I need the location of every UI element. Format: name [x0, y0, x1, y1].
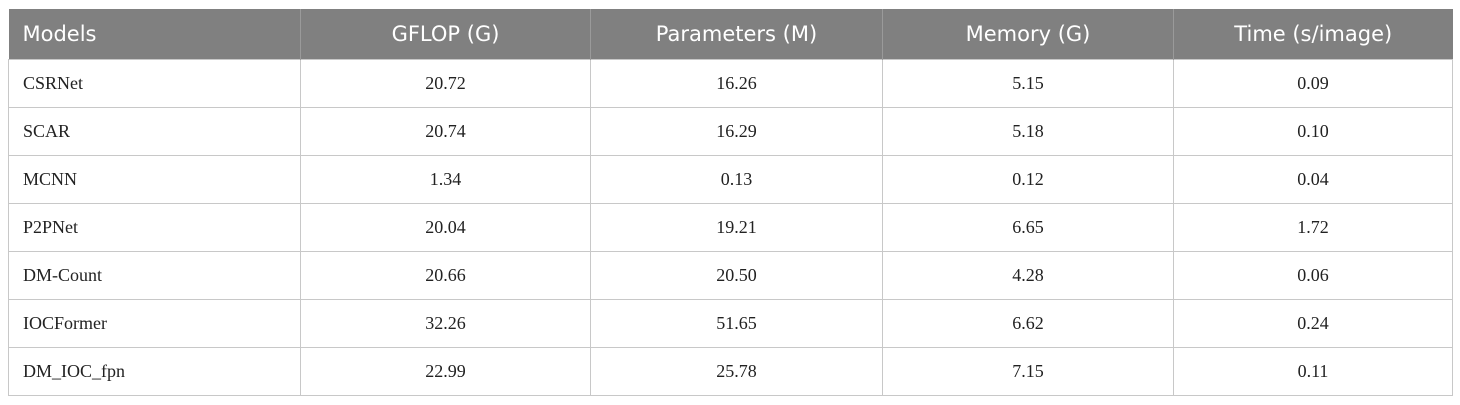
- cell: 22.99: [300, 347, 591, 396]
- cell: 25.78: [590, 347, 883, 396]
- model-name: DM_IOC_fpn: [8, 347, 301, 396]
- header-cell: GFLOP (G): [300, 9, 591, 60]
- header-cell: Memory (G): [882, 9, 1174, 60]
- model-name: CSRNet: [8, 59, 301, 108]
- table-row: IOCFormer 32.26 51.65 6.62 0.24: [8, 299, 1453, 348]
- cell: 0.12: [882, 155, 1174, 204]
- table-row: SCAR 20.74 16.29 5.18 0.10: [8, 107, 1453, 156]
- cell: 20.50: [590, 251, 883, 300]
- cell: 6.65: [882, 203, 1174, 252]
- cell: 0.09: [1173, 59, 1453, 108]
- header-cell: Parameters (M): [590, 9, 883, 60]
- cell: 7.15: [882, 347, 1174, 396]
- cell: 4.28: [882, 251, 1174, 300]
- cell: 0.06: [1173, 251, 1453, 300]
- table-row: DM_IOC_fpn 22.99 25.78 7.15 0.11: [8, 347, 1453, 396]
- cell: 32.26: [300, 299, 591, 348]
- table-body: CSRNet 20.72 16.26 5.15 0.09 SCAR 20.74 16.29 5.…: [8, 59, 1453, 396]
- header-row: Models GFLOP (G) Parameters (M) Memory (G) T…: [8, 9, 1453, 60]
- cell: 1.72: [1173, 203, 1453, 252]
- table-row: MCNN 1.34 0.13 0.12 0.04: [8, 155, 1453, 204]
- cell: 20.72: [300, 59, 591, 108]
- table-row: P2PNet 20.04 19.21 6.65 1.72: [8, 203, 1453, 252]
- cell: 1.34: [300, 155, 591, 204]
- cell: 16.26: [590, 59, 883, 108]
- cell: 16.29: [590, 107, 883, 156]
- cell: 5.18: [882, 107, 1174, 156]
- header-cell: Time (s/image): [1173, 9, 1453, 60]
- cell: 20.66: [300, 251, 591, 300]
- cell: 0.11: [1173, 347, 1453, 396]
- cell: 19.21: [590, 203, 883, 252]
- header-cell: Models: [8, 9, 301, 60]
- cell: 5.15: [882, 59, 1174, 108]
- cell: 0.04: [1173, 155, 1453, 204]
- cell: 20.74: [300, 107, 591, 156]
- cell: 0.13: [590, 155, 883, 204]
- table-header: Models GFLOP (G) Parameters (M) Memory (G) T…: [8, 9, 1453, 60]
- cell: 0.24: [1173, 299, 1453, 348]
- table-row: CSRNet 20.72 16.26 5.15 0.09: [8, 59, 1453, 108]
- data-table: Models GFLOP (G) Parameters (M) Memory (G) T…: [8, 9, 1453, 396]
- cell: 6.62: [882, 299, 1174, 348]
- model-name: IOCFormer: [8, 299, 301, 348]
- model-name: MCNN: [8, 155, 301, 204]
- cell: 51.65: [590, 299, 883, 348]
- cell: 0.10: [1173, 107, 1453, 156]
- table-row: DM-Count 20.66 20.50 4.28 0.06: [8, 251, 1453, 300]
- model-name: P2PNet: [8, 203, 301, 252]
- cell: 20.04: [300, 203, 591, 252]
- model-name: SCAR: [8, 107, 301, 156]
- model-name: DM-Count: [8, 251, 301, 300]
